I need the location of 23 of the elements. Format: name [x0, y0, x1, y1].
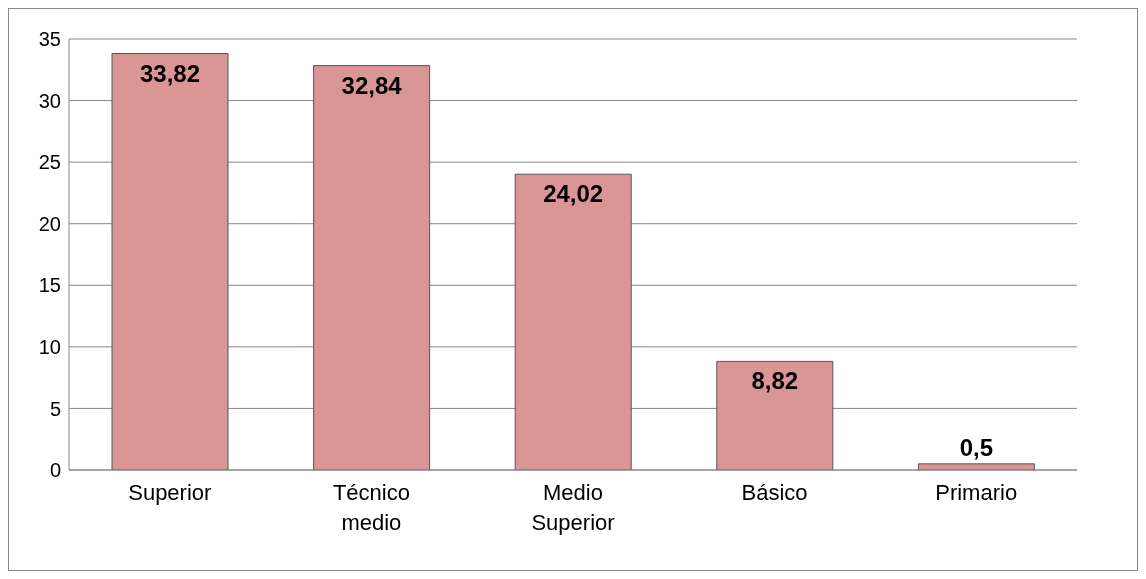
data-label: 24,02	[543, 180, 604, 208]
y-tick-label: 30	[38, 89, 61, 112]
y-tick-label: 20	[38, 212, 61, 235]
data-label: 0,5	[959, 433, 994, 461]
bar	[313, 65, 431, 470]
y-tick-label: 0	[49, 459, 61, 482]
data-label: 33,82	[139, 59, 201, 87]
bar	[514, 173, 632, 470]
bar	[716, 360, 834, 470]
x-tick-label: Técnico medio	[332, 480, 410, 535]
y-tick-label: 10	[38, 335, 61, 358]
y-tick-label: 5	[49, 397, 61, 420]
data-label: 32,84	[341, 71, 403, 99]
x-tick-label: Medio Superior	[531, 480, 615, 535]
x-tick-label: Primario	[935, 480, 1018, 505]
y-tick-label: 35	[38, 28, 61, 51]
y-tick-label: 25	[38, 151, 61, 174]
x-tick-label: Superior	[128, 480, 212, 505]
x-tick-label: Básico	[741, 480, 808, 505]
data-label: 8,82	[751, 367, 799, 395]
bar	[111, 53, 229, 470]
y-tick-label: 15	[38, 274, 61, 297]
bar	[917, 463, 1035, 470]
